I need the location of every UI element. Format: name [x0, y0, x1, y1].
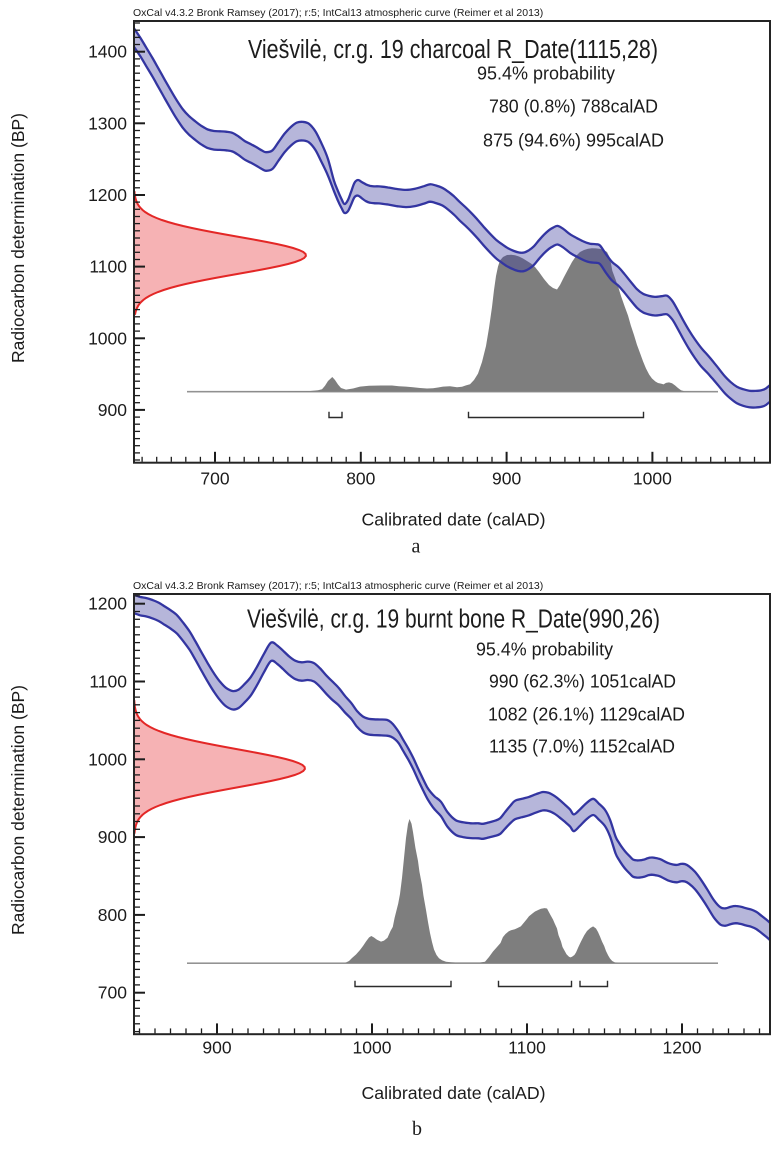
svg-text:Viešvilė, cr.g. 19 charcoal R_: Viešvilė, cr.g. 19 charcoal R_Date(1115,… — [248, 36, 658, 64]
svg-text:1135 (7.0%) 1152calAD: 1135 (7.0%) 1152calAD — [489, 737, 675, 757]
svg-text:800: 800 — [346, 469, 375, 489]
svg-text:700: 700 — [200, 469, 229, 489]
svg-text:875 (94.6%) 995calAD: 875 (94.6%) 995calAD — [483, 131, 664, 151]
svg-text:900: 900 — [202, 1038, 231, 1058]
svg-text:Radiocarbon determination (BP): Radiocarbon determination (BP) — [8, 113, 28, 363]
svg-text:990 (62.3%) 1051calAD: 990 (62.3%) 1051calAD — [489, 672, 676, 692]
svg-text:1400: 1400 — [88, 42, 127, 62]
svg-text:1300: 1300 — [88, 113, 127, 133]
svg-text:1000: 1000 — [353, 1038, 392, 1058]
svg-text:900: 900 — [98, 400, 127, 420]
svg-text:700: 700 — [98, 983, 127, 1003]
svg-text:800: 800 — [98, 905, 127, 925]
svg-text:1200: 1200 — [663, 1038, 702, 1058]
svg-text:1000: 1000 — [88, 749, 127, 769]
svg-text:1100: 1100 — [89, 257, 127, 277]
svg-text:780 (0.8%) 788calAD: 780 (0.8%) 788calAD — [489, 97, 658, 117]
svg-text:1000: 1000 — [88, 328, 127, 348]
svg-text:1000: 1000 — [633, 469, 672, 489]
svg-text:Calibrated date (calAD): Calibrated date (calAD) — [362, 1083, 546, 1103]
svg-text:900: 900 — [98, 827, 127, 847]
svg-text:a: a — [412, 536, 421, 558]
svg-text:95.4% probability: 95.4% probability — [477, 64, 615, 84]
svg-text:1100: 1100 — [508, 1038, 546, 1058]
svg-text:OxCal v4.3.2 Bronk Ramsey (201: OxCal v4.3.2 Bronk Ramsey (2017); r:5; I… — [133, 7, 543, 19]
svg-text:Radiocarbon determination (BP): Radiocarbon determination (BP) — [8, 685, 28, 935]
svg-text:1200: 1200 — [88, 594, 127, 614]
svg-text:OxCal v4.3.2 Bronk Ramsey (201: OxCal v4.3.2 Bronk Ramsey (2017); r:5; I… — [133, 580, 543, 592]
svg-text:Viešvilė, cr.g. 19 burnt bone: Viešvilė, cr.g. 19 burnt bone R_Date(990… — [247, 606, 660, 634]
svg-text:95.4% probability: 95.4% probability — [476, 640, 613, 660]
svg-text:Calibrated date (calAD): Calibrated date (calAD) — [362, 510, 546, 530]
svg-text:b: b — [412, 1118, 422, 1140]
svg-text:1200: 1200 — [88, 185, 127, 205]
svg-text:1082 (26.1%) 1129calAD: 1082 (26.1%) 1129calAD — [488, 705, 685, 725]
svg-text:1100: 1100 — [89, 672, 127, 692]
svg-text:900: 900 — [492, 469, 521, 489]
